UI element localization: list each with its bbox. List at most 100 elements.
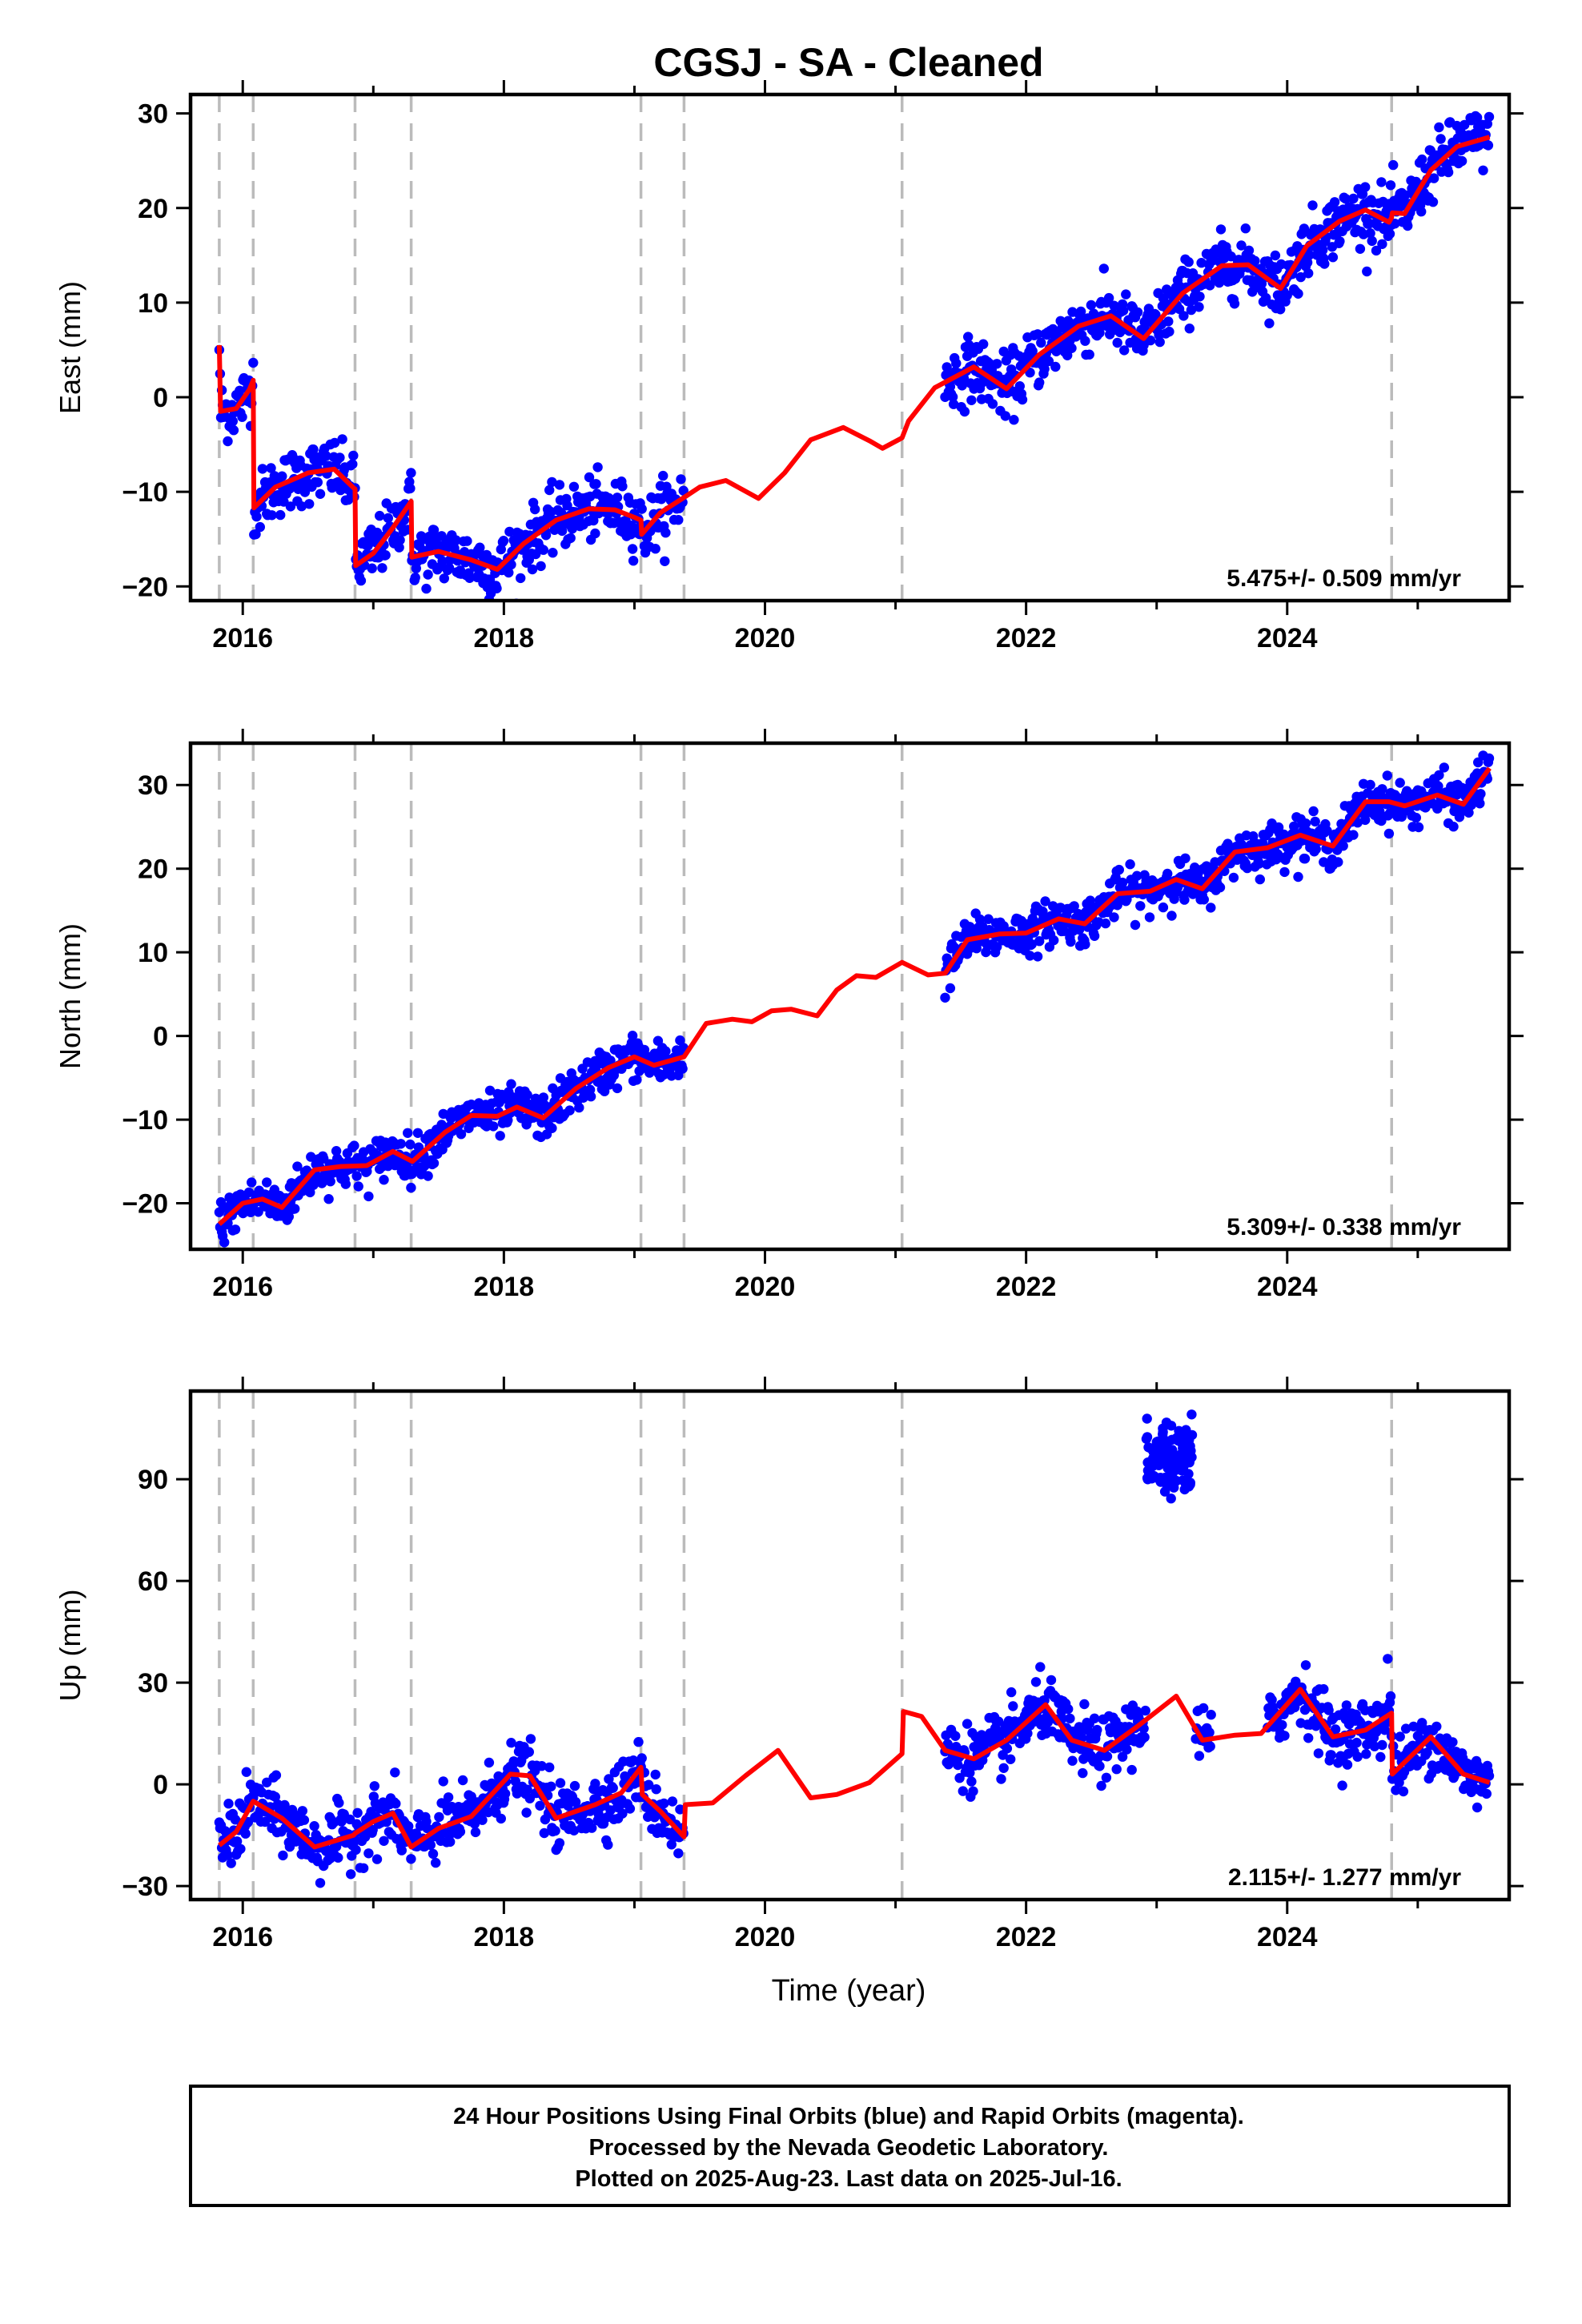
up-ytick-label-1: 0	[153, 1770, 168, 1800]
east-point-661	[1036, 337, 1046, 348]
up-point-809	[1267, 1695, 1277, 1705]
north-point-363	[522, 1090, 532, 1100]
up-point-955	[1391, 1785, 1401, 1795]
east-xtick-label-2: 2020	[735, 623, 796, 653]
east-point-469	[612, 493, 623, 503]
north-point-1017	[1338, 841, 1348, 851]
east-point-951	[1282, 290, 1292, 300]
up-point-100	[299, 1815, 310, 1825]
east-point-1073	[1385, 180, 1396, 191]
east-point-678	[1050, 361, 1061, 372]
east-point-341	[504, 567, 514, 578]
north-point-982	[1308, 806, 1319, 817]
up-frame	[188, 1389, 1512, 1902]
east-point-619	[1000, 411, 1011, 421]
east-model-line	[216, 135, 1491, 572]
north-point-973	[1300, 818, 1311, 829]
east-point-964	[1293, 288, 1303, 299]
east-point-829	[1178, 311, 1189, 321]
up-point-75	[278, 1850, 288, 1861]
east-point-1078	[1390, 219, 1400, 229]
east-point-1109	[1416, 207, 1427, 217]
up-point-21	[231, 1836, 243, 1847]
up-xtick-label-3: 2022	[996, 1922, 1057, 1952]
north-point-82	[283, 1212, 294, 1222]
north-ytick-label-5: 30	[138, 770, 168, 801]
up-point-119	[315, 1878, 326, 1888]
up-point-730	[1094, 1761, 1105, 1771]
east-point-213	[395, 535, 405, 545]
east-point-10	[223, 436, 233, 447]
north-xtick-label-1: 2018	[474, 1272, 535, 1302]
up-point-802	[1205, 1741, 1215, 1751]
up-point-849	[1300, 1660, 1311, 1671]
north-point-1106	[1413, 822, 1424, 833]
up-point-949	[1385, 1691, 1396, 1702]
east-point-975	[1302, 257, 1313, 267]
east-point-1029	[1348, 193, 1359, 204]
north-point-676	[1049, 935, 1059, 946]
up-point-560	[950, 1731, 961, 1741]
east-point-835	[1183, 257, 1194, 267]
up-point-155	[346, 1869, 356, 1880]
north-point-38	[247, 1177, 257, 1188]
east-point-443	[590, 528, 600, 539]
north-point-1034	[1352, 817, 1363, 828]
up-point-272	[445, 1836, 456, 1848]
up-point-801	[1204, 1727, 1215, 1738]
north-point-650	[1026, 939, 1037, 950]
east-point-344	[506, 559, 516, 570]
up-xtick-label-4: 2024	[1257, 1922, 1318, 1952]
east-point-871	[1214, 277, 1225, 288]
up-point-803	[1206, 1710, 1216, 1720]
up-point-693	[1063, 1703, 1074, 1715]
north-point-984	[1310, 816, 1320, 827]
up-outlier-point-119	[1176, 1466, 1187, 1476]
north-point-985	[1311, 844, 1321, 854]
east-point-790	[1145, 335, 1156, 346]
east-point-263	[437, 556, 448, 566]
up-panel: 2016 2018 2020 2022 2024 −30 0 30 60 90 Up (mm) 2.1…	[54, 1377, 1524, 1952]
north-point-1071	[1383, 828, 1395, 839]
east-point-441	[588, 515, 599, 526]
up-outlier-point-0	[1383, 1654, 1393, 1664]
up-point-707	[1074, 1725, 1086, 1735]
up-point-302	[470, 1827, 481, 1838]
up-point-215	[396, 1845, 407, 1856]
north-point-392	[547, 1123, 557, 1134]
east-point-342	[504, 526, 515, 537]
east-point-921	[1256, 279, 1267, 289]
north-point-1069	[1382, 770, 1393, 781]
east-point-693	[1063, 316, 1074, 326]
east-point-1076	[1388, 159, 1399, 171]
east-rate-label: 5.475+/- 0.509 mm/yr	[1227, 565, 1461, 592]
up-point-738	[1101, 1772, 1112, 1783]
east-point-17	[228, 425, 239, 436]
east-point-418	[568, 481, 580, 492]
up-point-56	[262, 1777, 272, 1787]
east-point-145	[337, 434, 347, 444]
east-point-212	[394, 542, 404, 553]
up-point-25	[235, 1844, 246, 1854]
up-point-418	[568, 1825, 580, 1835]
east-point-444	[591, 479, 601, 489]
north-point-92	[292, 1161, 303, 1172]
east-point-1093	[1403, 220, 1413, 231]
east-point-355	[516, 573, 526, 584]
east-point-930	[1264, 318, 1275, 328]
east-point-775	[1132, 307, 1143, 318]
up-point-284	[455, 1827, 466, 1837]
up-point-534	[667, 1796, 678, 1807]
up-point-362	[521, 1807, 532, 1818]
up-point-655	[1030, 1677, 1042, 1687]
up-outlier-point-114	[1149, 1470, 1159, 1482]
up-point-625	[1006, 1754, 1016, 1764]
east-point-976	[1303, 268, 1314, 279]
east-points	[214, 111, 1495, 601]
east-point-167	[355, 575, 367, 586]
east-point-295	[464, 573, 475, 583]
north-point-89	[290, 1204, 300, 1214]
north-xtick-label-4: 2024	[1257, 1272, 1318, 1302]
up-outlier-point-105	[1168, 1465, 1178, 1475]
